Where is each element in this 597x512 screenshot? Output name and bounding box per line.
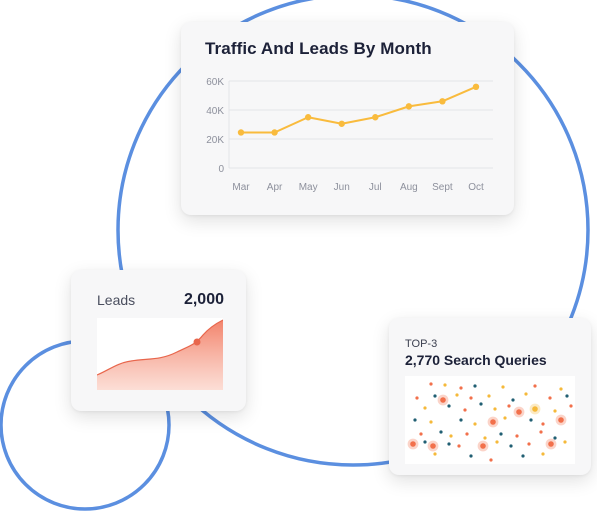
y-tick-label: 40K (206, 106, 224, 117)
queries-eyebrow: TOP-3 (405, 338, 438, 350)
series-point (271, 129, 278, 136)
query-dot (457, 444, 461, 448)
query-dot (430, 443, 436, 449)
leads-card: Leads 2,000 (71, 270, 246, 411)
query-dot (473, 384, 477, 388)
query-dot (501, 385, 505, 389)
query-dot (539, 430, 543, 434)
query-dot (511, 398, 515, 402)
leads-label: Leads (97, 292, 136, 308)
query-dot (433, 452, 437, 456)
x-tick-label: Aug (400, 182, 418, 193)
query-dot (565, 394, 569, 398)
query-dot (480, 443, 486, 449)
series-point (405, 103, 413, 110)
query-dot (559, 387, 563, 391)
query-dot (529, 418, 533, 422)
query-dot (459, 386, 463, 390)
x-tick-label: Oct (468, 182, 484, 193)
queries-dot-cloud (405, 376, 575, 464)
series-point (338, 120, 345, 127)
query-dot (563, 440, 567, 444)
query-dot (521, 454, 525, 458)
query-dot (413, 418, 417, 422)
query-dot (503, 416, 507, 420)
query-dot (495, 440, 499, 444)
query-dot (447, 404, 451, 408)
query-dot (465, 432, 469, 436)
query-dot (463, 408, 467, 412)
leads-value: 2,000 (183, 291, 224, 308)
query-dot (449, 434, 453, 438)
query-dot (429, 382, 433, 386)
x-tick-label: May (299, 182, 318, 193)
y-tick-label: 60K (206, 77, 224, 88)
query-dot (415, 396, 419, 400)
query-dot (553, 409, 557, 413)
query-dot (548, 396, 552, 400)
leads-area-line (96, 319, 224, 376)
query-dot (509, 444, 513, 448)
x-tick-label: Jul (369, 182, 382, 193)
query-dot (524, 392, 528, 396)
query-dot (410, 441, 416, 447)
query-dot (507, 404, 511, 408)
query-dot (527, 442, 531, 446)
series-point (472, 83, 480, 90)
query-dot (443, 383, 447, 387)
query-dot (553, 436, 557, 440)
query-dot (515, 434, 519, 438)
query-dot (423, 406, 427, 410)
query-dot (473, 422, 477, 426)
query-dot (558, 417, 564, 423)
leads-highlight-point (193, 338, 201, 346)
query-dot (493, 407, 497, 411)
query-dot (548, 441, 554, 447)
query-dot (490, 419, 496, 425)
series-line (241, 85, 477, 134)
query-dot (489, 458, 493, 462)
y-tick-label: 20K (206, 135, 224, 146)
query-dot (469, 454, 473, 458)
leads-area-chart (96, 318, 224, 390)
query-dot (419, 432, 423, 436)
x-tick-label: Apr (267, 182, 283, 193)
queries-title: 2,770 Search Queries (405, 352, 547, 368)
query-dot (541, 422, 545, 426)
query-dot (532, 406, 538, 412)
query-dot (439, 430, 443, 434)
query-dot (447, 442, 451, 446)
search-queries-card: TOP-3 2,770 Search Queries (389, 318, 591, 475)
traffic-line-chart: 60K 40K 20K 0 Mar Apr May Jun Jul Aug Sept Oct (206, 77, 493, 193)
query-dot (429, 420, 433, 424)
y-tick-label: 0 (218, 164, 224, 175)
query-dot (499, 432, 503, 436)
x-tick-label: Jun (334, 182, 350, 193)
query-dot (569, 404, 573, 408)
query-dot (459, 418, 463, 422)
query-dot (483, 436, 487, 440)
query-dot (479, 402, 483, 406)
series-point (304, 114, 312, 121)
series-point (439, 98, 446, 105)
large-ring (116, 0, 590, 467)
series-point (372, 114, 379, 121)
query-dot (487, 394, 491, 398)
query-dot (516, 409, 522, 415)
query-dot (423, 440, 427, 444)
query-dot (433, 394, 437, 398)
traffic-chart-title: Traffic And Leads By Month (205, 39, 432, 58)
query-dot (440, 397, 446, 403)
traffic-leads-card: Traffic And Leads By Month 60K 40K 20K 0 Mar… (181, 22, 514, 215)
x-tick-label: Mar (232, 182, 250, 193)
x-tick-label: Sept (432, 182, 453, 193)
series-point (237, 129, 245, 136)
query-dot (541, 452, 545, 456)
query-dot (533, 384, 537, 388)
query-dot (469, 396, 473, 400)
query-dot (455, 393, 459, 397)
leads-area-fill (97, 320, 223, 390)
